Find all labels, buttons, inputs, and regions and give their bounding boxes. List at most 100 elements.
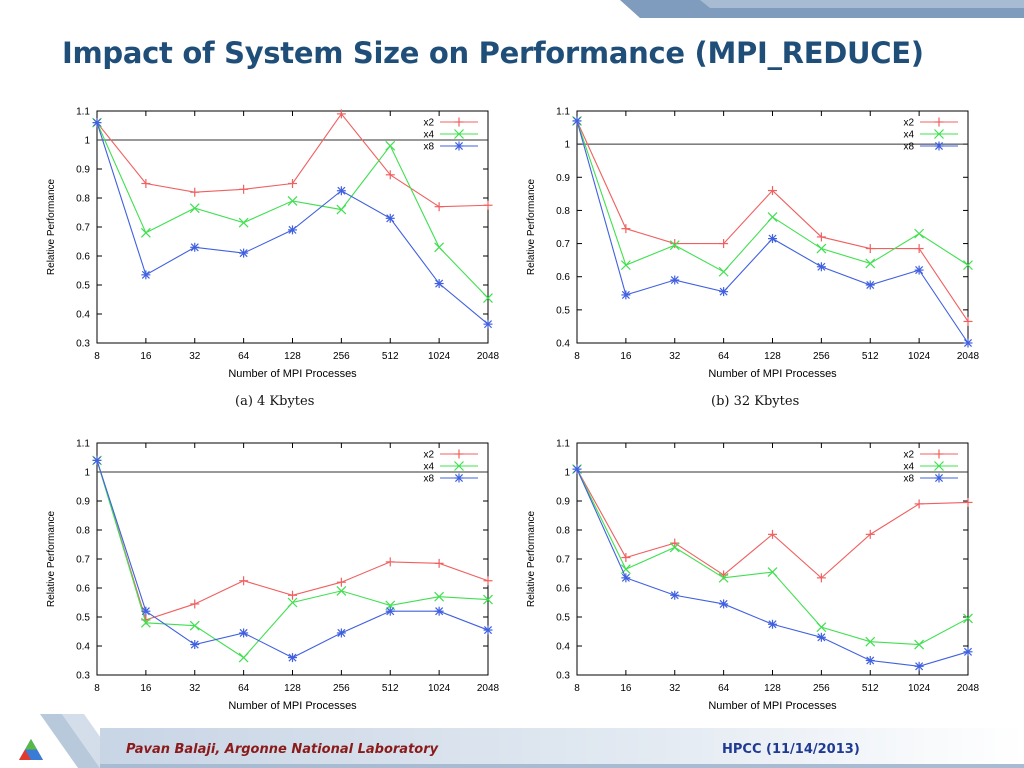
data-point-x2: [288, 179, 297, 188]
y-tick-label: 0.5: [76, 613, 90, 624]
x-tick-label: 32: [189, 351, 201, 362]
data-point-x4: [287, 195, 298, 206]
data-point-x8: [141, 270, 151, 280]
legend-label-x4: x4: [423, 130, 434, 141]
data-point-x4: [140, 227, 151, 238]
legend-marker-x4: [454, 461, 464, 471]
y-tick-label: 1: [564, 140, 570, 151]
data-point-x8: [239, 628, 249, 638]
header-band: [620, 0, 1024, 18]
data-point-x8: [190, 640, 200, 650]
data-point-x8: [914, 265, 924, 275]
x-tick-label: 1024: [908, 683, 931, 694]
data-point-x2: [385, 557, 395, 567]
data-point-x4: [865, 258, 876, 269]
y-tick-label: 0.3: [76, 339, 90, 350]
x-tick-label: 8: [94, 683, 100, 694]
data-point-x4: [963, 260, 973, 271]
data-point-x2: [483, 576, 493, 586]
data-point-x4: [483, 594, 493, 605]
y-tick-label: 0.8: [76, 526, 90, 537]
x-tick-label: 8: [574, 683, 580, 694]
slide-title: Impact of System Size on Performance (MP…: [62, 36, 924, 70]
y-tick-label: 0.8: [556, 206, 570, 217]
legend-marker-x2: [934, 117, 944, 127]
data-point-x8: [865, 656, 875, 665]
data-point-x4: [336, 204, 347, 215]
data-point-x8: [816, 632, 826, 642]
data-point-x4: [385, 140, 396, 151]
y-tick-label: 0.9: [76, 165, 90, 176]
data-point-x2: [141, 179, 151, 188]
data-point-x2: [239, 576, 249, 586]
data-point-x2: [385, 170, 395, 180]
y-tick-label: 0.7: [556, 555, 570, 566]
data-point-x2: [914, 499, 924, 509]
x-tick-label: 32: [669, 683, 681, 694]
data-point-x8: [719, 287, 729, 297]
caption-4kbytes: (a) 4 Kbytes: [235, 394, 315, 409]
series-line-x2: [576, 468, 969, 579]
data-point-x4: [140, 617, 151, 628]
x-tick-label: 16: [140, 351, 152, 362]
x-tick-label: 256: [813, 683, 830, 694]
data-point-x2: [914, 244, 924, 254]
data-point-x8: [670, 590, 680, 600]
y-tick-label: 0.6: [76, 252, 90, 263]
x-tick-label: 1024: [908, 351, 931, 362]
data-point-x2: [865, 244, 875, 254]
data-point-x4: [816, 243, 827, 254]
data-point-x4: [669, 240, 680, 251]
x-tick-label: 256: [813, 351, 830, 362]
data-point-x2: [670, 538, 680, 548]
data-point-x8: [914, 661, 924, 671]
series-x4: [92, 455, 493, 663]
data-point-x2: [483, 200, 493, 210]
x-axis-label: Number of MPI Processes: [228, 700, 357, 712]
legend-label-x2: x2: [423, 118, 434, 129]
chart-svg: 0.3 0.4 0.5 0.6 0.7 0.8 0.9 1 1.1 8 16 32 64 128 256 51…: [526, 439, 980, 713]
x-tick-label: 8: [574, 351, 580, 362]
data-point-x8: [288, 225, 297, 235]
series-line-x8: [576, 468, 969, 667]
x-tick-label: 128: [284, 683, 301, 694]
x-tick-label: 256: [333, 683, 350, 694]
series-line-x8: [96, 122, 489, 325]
y-tick-label: 1.1: [556, 439, 570, 450]
x-tick-label: 64: [238, 683, 250, 694]
y-tick-label: 1.1: [76, 107, 90, 118]
x-tick-label: 16: [140, 683, 152, 694]
data-point-x8: [385, 213, 395, 223]
x-tick-label: 64: [718, 683, 730, 694]
x-tick-label: 512: [382, 351, 399, 362]
legend-label-x8: x8: [903, 142, 914, 153]
data-point-x8: [385, 606, 395, 616]
data-point-x8: [572, 464, 582, 474]
series-x8: [92, 455, 493, 663]
x-tick-label: 128: [284, 351, 301, 362]
y-tick-label: 1: [84, 468, 90, 479]
x-tick-label: 32: [669, 351, 681, 362]
legend-label-x2: x2: [423, 450, 434, 461]
data-point-x8: [141, 606, 151, 616]
x-tick-label: 64: [238, 351, 250, 362]
caption-32kbytes: (b) 32 Kbytes: [711, 394, 800, 409]
y-tick-label: 1: [84, 136, 90, 147]
x-axis-label: Number of MPI Processes: [708, 368, 837, 380]
data-point-x2: [768, 529, 777, 539]
data-point-x8: [963, 647, 973, 657]
x-tick-label: 16: [620, 351, 632, 362]
y-axis-label: Relative Performance: [46, 178, 57, 275]
data-point-x2: [434, 202, 444, 212]
data-point-x8: [621, 573, 631, 583]
x-tick-label: 2048: [957, 683, 980, 694]
legend-marker-x8: [934, 473, 944, 483]
y-axis-label: Relative Performance: [526, 178, 537, 275]
data-point-x4: [287, 597, 298, 608]
y-tick-label: 0.7: [76, 223, 90, 234]
data-point-x2: [719, 239, 729, 249]
y-tick-label: 0.4: [76, 310, 90, 321]
x-tick-label: 128: [764, 683, 781, 694]
data-point-x4: [816, 622, 827, 633]
data-point-x8: [92, 455, 102, 465]
